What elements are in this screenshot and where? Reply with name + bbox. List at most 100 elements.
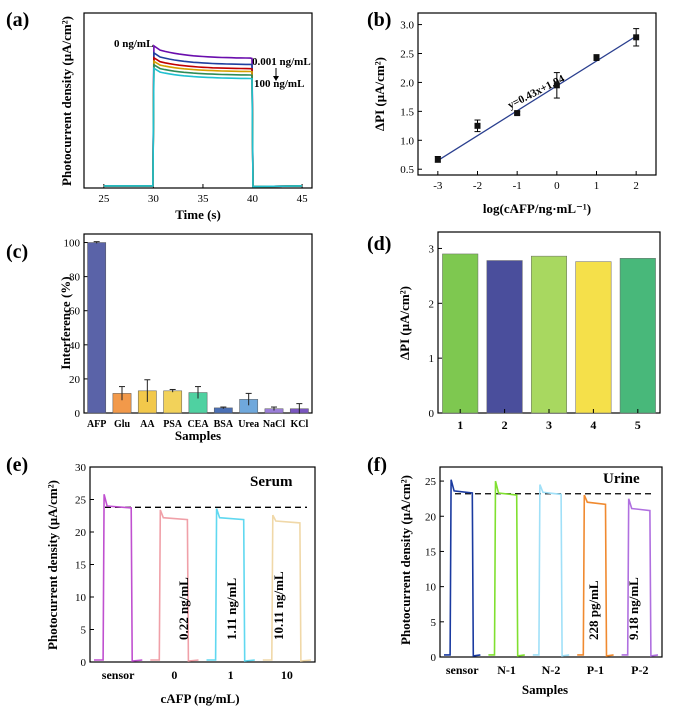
panel-b-data-point bbox=[474, 122, 481, 129]
panel-e-trace bbox=[206, 508, 255, 662]
panel-d-category-label: 1 bbox=[457, 418, 463, 432]
panel-label-f: (f) bbox=[367, 454, 387, 476]
panel-b-xtick-label: 2 bbox=[633, 180, 639, 192]
panel-a-ylabel: Photocurrent density (μA/cm²) bbox=[59, 16, 74, 186]
panel-f-frame bbox=[439, 466, 663, 658]
panel-c-bar bbox=[87, 242, 107, 414]
panel-c-category-label: PSA bbox=[163, 419, 183, 430]
panel-e-xlabel: cAFP (ng/mL) bbox=[160, 691, 239, 706]
panel-d-bar bbox=[575, 261, 612, 414]
panel-label-d: (d) bbox=[367, 233, 391, 255]
panel-a-series-line bbox=[103, 51, 303, 188]
panel-e-chart: cAFP (ng/mL) Photocurrent density (μA/cm… bbox=[45, 462, 316, 706]
panel-c-ytick-label: 40 bbox=[69, 340, 81, 352]
panel-b-xtick-label: 1 bbox=[594, 180, 600, 192]
panel-b-data-point bbox=[633, 34, 640, 41]
panel-b-xtick-label: -3 bbox=[433, 180, 443, 192]
panel-c-ytick-label: 0 bbox=[75, 408, 81, 420]
panel-f-legend: Urine bbox=[603, 471, 640, 487]
panel-b-chart: log(cAFP/ng·mL⁻¹) ΔPI (μA/cm²) y=0.43x+1… bbox=[372, 12, 657, 216]
panel-d-bar bbox=[442, 253, 479, 414]
panel-b-xtick-label: -1 bbox=[513, 180, 522, 192]
panel-c-ytick-label: 20 bbox=[69, 374, 81, 386]
panel-f-trace bbox=[577, 494, 614, 657]
panel-d-bar bbox=[486, 260, 523, 414]
panel-f-annotation: 228 pg/mL bbox=[586, 580, 601, 640]
panel-f-trace bbox=[444, 479, 481, 657]
panel-b-ytick-label: 0.5 bbox=[400, 164, 414, 176]
panel-d-category-label: 4 bbox=[590, 418, 596, 432]
panel-c-category-label: Glu bbox=[114, 419, 131, 430]
panel-d-ylabel: ΔPI (μA/cm²) bbox=[397, 286, 412, 360]
panel-b-data-point bbox=[593, 54, 600, 61]
panel-b-ylabel: ΔPI (μA/cm²) bbox=[372, 57, 387, 131]
panel-f-ytick-label: 0 bbox=[431, 652, 437, 664]
panel-e-category-label: 1 bbox=[228, 668, 234, 682]
panel-e-category-label: 10 bbox=[281, 668, 293, 682]
panel-e-legend: Serum bbox=[250, 474, 293, 490]
panel-b-xtick-label: -2 bbox=[473, 180, 482, 192]
panel-a-xtick-label: 40 bbox=[247, 193, 259, 205]
panel-d-category-label: 3 bbox=[546, 418, 552, 432]
panel-e-ytick-label: 30 bbox=[75, 462, 87, 474]
panel-a-xtick-label: 35 bbox=[197, 193, 209, 205]
panel-a-xtick-label: 30 bbox=[148, 193, 160, 205]
panel-c-category-label: KCl bbox=[290, 419, 308, 430]
panel-f-category-label: P-1 bbox=[587, 663, 604, 677]
panel-f-ylabel: Photocurrent density (μA/cm²) bbox=[398, 475, 413, 645]
panel-b-frame bbox=[417, 12, 657, 176]
panel-a-series-line bbox=[103, 56, 303, 188]
panel-c-category-label: NaCl bbox=[263, 419, 285, 430]
panel-label-e: (e) bbox=[6, 454, 28, 476]
panel-c-category-label: BSA bbox=[214, 419, 234, 430]
panel-a-xlabel: Time (s) bbox=[175, 207, 221, 222]
panel-b-ytick-label: 3.0 bbox=[400, 20, 414, 32]
panel-a-frame bbox=[83, 12, 313, 189]
panel-c-category-label: CEA bbox=[187, 419, 209, 430]
panel-e-category-label: 0 bbox=[171, 668, 177, 682]
panel-f-trace bbox=[488, 480, 525, 657]
panel-a-arrow-head bbox=[273, 76, 279, 81]
panel-a-annotation-top: 0 ng/mL bbox=[114, 38, 153, 50]
panel-d-ytick-label: 0 bbox=[429, 408, 435, 420]
panel-a-xtick-label: 25 bbox=[98, 193, 110, 205]
panel-a-annotation-mid: 0.001 ng/mL bbox=[252, 56, 311, 68]
panel-b-xtick-label: 0 bbox=[554, 180, 560, 192]
panel-a-chart: Time (s) Photocurrent density (μA/cm²) 0… bbox=[59, 12, 313, 222]
panel-c-bar bbox=[163, 390, 183, 414]
panel-c-category-label: AA bbox=[140, 419, 155, 430]
panel-e-ytick-label: 0 bbox=[81, 657, 87, 669]
panel-f-category-label: P-2 bbox=[631, 663, 648, 677]
panel-e-ytick-label: 15 bbox=[75, 560, 87, 572]
panel-e-annotation: 10.11 ng/mL bbox=[271, 571, 286, 640]
panel-e-ytick-label: 10 bbox=[75, 592, 87, 604]
panel-d-ytick-label: 1 bbox=[429, 353, 435, 365]
panel-f-trace bbox=[532, 484, 570, 657]
panel-c-ytick-label: 60 bbox=[69, 306, 81, 318]
panel-d-bar bbox=[530, 255, 568, 414]
panel-a-series-line bbox=[103, 66, 303, 188]
panel-e-ylabel: Photocurrent density (μA/cm²) bbox=[45, 480, 60, 650]
panel-f-ytick-label: 15 bbox=[425, 546, 437, 558]
panel-b-fit-line bbox=[437, 35, 637, 162]
panel-d-chart: ΔPI (μA/cm²) 0 1 2 3 1 2 3 4 5 bbox=[397, 231, 661, 432]
panel-d-ytick-label: 3 bbox=[429, 243, 435, 255]
panel-f-ytick-label: 25 bbox=[425, 476, 437, 488]
panel-b-data-point bbox=[553, 82, 560, 89]
panel-a-series-line bbox=[103, 44, 303, 188]
panel-f-category-label: N-1 bbox=[497, 663, 516, 677]
panel-e-ytick-label: 25 bbox=[75, 495, 87, 507]
panel-b-fit-label: y=0.43x+1.94 bbox=[506, 73, 567, 112]
panel-b-xlabel: log(cAFP/ng·mL⁻¹) bbox=[483, 201, 591, 216]
panel-c-xlabel: Samples bbox=[175, 428, 221, 443]
panel-a-series-line bbox=[103, 63, 303, 188]
panel-f-ytick-label: 5 bbox=[431, 617, 437, 629]
panel-label-c: (c) bbox=[6, 241, 28, 263]
panel-b-ytick-label: 1.5 bbox=[400, 106, 414, 118]
panel-f-chart: Samples Photocurrent density (μA/cm²) Ur… bbox=[398, 466, 663, 697]
panel-e-ytick-label: 20 bbox=[75, 527, 87, 539]
panel-e-trace bbox=[94, 494, 143, 662]
panel-f-category-label: sensor bbox=[446, 663, 479, 677]
panel-b-data-point bbox=[434, 156, 441, 163]
